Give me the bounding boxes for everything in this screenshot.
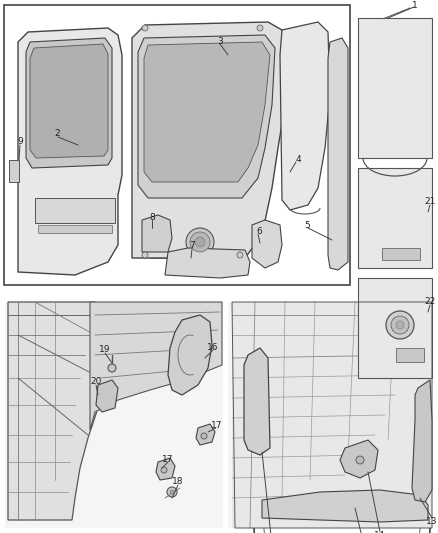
Text: 17: 17 [162,455,174,464]
Polygon shape [165,248,250,278]
Text: 2: 2 [54,130,60,139]
Circle shape [190,232,210,252]
Bar [382,248,420,260]
Circle shape [356,456,364,464]
Text: 5: 5 [304,221,310,230]
Polygon shape [232,302,432,528]
Circle shape [167,487,177,497]
Text: 6: 6 [256,227,262,236]
Text: 22: 22 [424,297,436,306]
Bar [35,198,115,223]
Polygon shape [358,168,432,268]
Text: 19: 19 [99,345,111,354]
Circle shape [201,433,207,439]
Polygon shape [156,458,175,480]
Polygon shape [340,440,378,478]
Circle shape [142,25,148,31]
Polygon shape [132,22,288,258]
Polygon shape [412,380,432,502]
Bar [228,302,433,528]
Polygon shape [358,278,432,378]
Bar [9,160,19,182]
Circle shape [170,490,174,494]
Text: 18: 18 [172,478,184,487]
Polygon shape [280,22,330,210]
Circle shape [391,316,409,334]
Text: 21: 21 [424,198,436,206]
Text: 4: 4 [295,156,301,165]
Text: 1: 1 [412,1,418,10]
Bar [4,5,350,285]
Circle shape [386,311,414,339]
Bar [38,225,112,233]
Polygon shape [168,315,212,395]
Circle shape [142,252,148,258]
Circle shape [108,364,116,372]
Polygon shape [328,38,348,270]
Polygon shape [244,348,270,455]
Text: 7: 7 [189,241,195,251]
Polygon shape [26,38,112,168]
Text: 16: 16 [207,343,219,351]
Text: 3: 3 [217,36,223,45]
Bar [5,302,223,528]
Polygon shape [138,35,275,198]
Polygon shape [252,220,282,268]
Circle shape [186,228,214,256]
Polygon shape [30,44,108,158]
Text: 13: 13 [426,516,438,526]
Circle shape [237,252,243,258]
Circle shape [161,467,167,473]
Polygon shape [262,490,428,522]
Polygon shape [90,302,222,430]
Text: 9: 9 [17,138,23,147]
Polygon shape [142,215,172,252]
Text: 17: 17 [211,421,223,430]
Polygon shape [18,28,122,275]
Polygon shape [196,424,215,445]
Polygon shape [358,18,432,158]
Circle shape [257,25,263,31]
Bar [396,348,424,362]
Text: 14: 14 [374,530,386,533]
Circle shape [396,321,404,329]
Polygon shape [8,302,108,520]
Text: 20: 20 [90,377,102,386]
Polygon shape [96,380,118,412]
Circle shape [195,237,205,247]
Text: 8: 8 [149,213,155,222]
Polygon shape [144,42,270,182]
